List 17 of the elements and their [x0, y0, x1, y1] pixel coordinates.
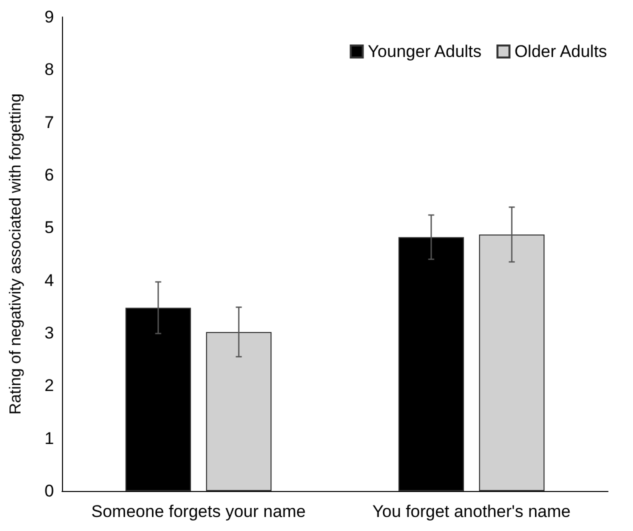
- y-tick-label: 6: [44, 166, 54, 184]
- y-tick-label: 8: [44, 60, 54, 80]
- legend-label: Younger Adults: [368, 42, 482, 61]
- x-tick-label: You forget another's name: [372, 502, 571, 521]
- y-axis-title: Rating of negativity associated with forgetting: [8, 93, 24, 415]
- y-tick-label: 0: [44, 482, 54, 500]
- bar: [479, 234, 545, 491]
- y-tick-label: 9: [44, 8, 54, 26]
- y-tick-label: 2: [44, 376, 54, 396]
- y-tick-label: 7: [44, 112, 54, 132]
- y-tick-label: 4: [44, 270, 54, 290]
- bar: [206, 332, 272, 491]
- legend-label: Older Adults: [514, 42, 608, 61]
- y-tick-label: 1: [44, 428, 54, 448]
- y-tick-label: 5: [44, 218, 54, 238]
- y-tick-label: 3: [44, 324, 54, 342]
- x-tick-label: Someone forgets your name: [91, 502, 306, 521]
